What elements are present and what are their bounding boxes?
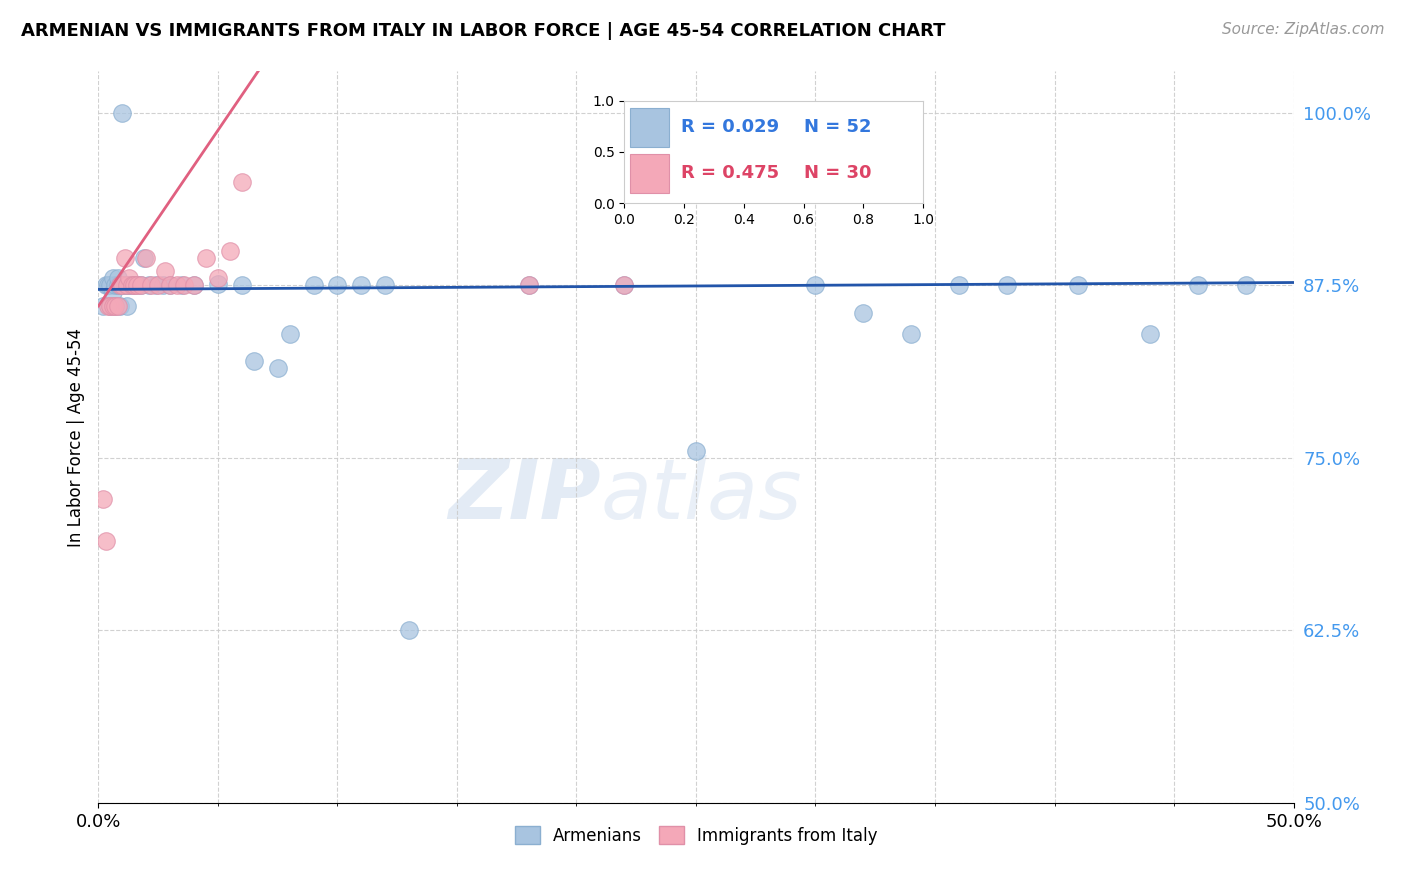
Point (118, 278, 141, 293)
Point (613, 278, 636, 293)
Point (111, 278, 134, 293)
Point (101, 299, 124, 313)
Point (900, 326, 922, 341)
Point (173, 278, 195, 293)
Point (219, 244, 242, 258)
Y-axis label: In Labor Force | Age 45-54: In Labor Force | Age 45-54 (66, 327, 84, 547)
Point (172, 278, 194, 293)
Point (1234, 278, 1257, 293)
Point (111, 105, 134, 120)
Point (98, 299, 122, 313)
Point (124, 278, 146, 293)
Point (159, 278, 181, 293)
Point (118, 271, 141, 285)
Point (108, 278, 131, 293)
Point (326, 278, 349, 293)
Point (183, 278, 205, 293)
Point (159, 278, 181, 293)
Point (1067, 278, 1090, 293)
Point (148, 278, 170, 293)
Point (517, 278, 540, 293)
Point (138, 278, 160, 293)
Point (155, 264, 177, 278)
Text: ZIP: ZIP (447, 455, 600, 536)
Point (91, 299, 114, 313)
Point (125, 278, 148, 293)
Point (685, 443, 707, 458)
Point (139, 278, 162, 293)
Point (107, 278, 129, 293)
Point (948, 278, 970, 293)
Point (243, 354, 266, 368)
Point (97, 299, 120, 313)
Point (108, 299, 131, 313)
Point (104, 299, 127, 313)
Point (108, 278, 131, 293)
Point (114, 278, 136, 293)
Point (804, 278, 827, 293)
Point (121, 278, 143, 293)
Point (267, 361, 290, 376)
Point (302, 278, 325, 293)
Point (135, 251, 157, 265)
Point (132, 251, 155, 265)
Point (101, 271, 124, 285)
Point (97, 278, 120, 293)
Point (94, 533, 117, 548)
Text: Source: ZipAtlas.com: Source: ZipAtlas.com (1222, 22, 1385, 37)
Point (152, 278, 174, 293)
Point (613, 278, 636, 293)
Point (115, 278, 138, 293)
Point (517, 278, 540, 293)
Point (231, 175, 253, 189)
Legend: Armenians, Immigrants from Italy: Armenians, Immigrants from Italy (506, 818, 886, 853)
Point (114, 251, 136, 265)
Point (207, 277, 229, 291)
Text: atlas: atlas (600, 455, 801, 536)
Point (125, 278, 148, 293)
Point (231, 278, 253, 293)
Point (94, 278, 117, 293)
Point (1139, 326, 1161, 341)
Point (98, 299, 122, 313)
Point (104, 278, 127, 293)
Point (104, 299, 127, 313)
Point (91, 492, 114, 507)
Point (101, 285, 124, 300)
Point (183, 278, 205, 293)
Point (145, 278, 167, 293)
Point (995, 278, 1018, 293)
Point (107, 271, 129, 285)
Point (398, 624, 420, 638)
Point (207, 271, 229, 285)
Point (166, 278, 188, 293)
Point (131, 278, 153, 293)
Point (98, 278, 122, 293)
Point (107, 299, 129, 313)
Point (1187, 278, 1209, 293)
Point (115, 278, 138, 293)
Point (124, 278, 146, 293)
Point (195, 251, 218, 265)
Point (852, 306, 875, 320)
Point (131, 278, 153, 293)
Text: ARMENIAN VS IMMIGRANTS FROM ITALY IN LABOR FORCE | AGE 45-54 CORRELATION CHART: ARMENIAN VS IMMIGRANTS FROM ITALY IN LAB… (21, 22, 946, 40)
Point (278, 326, 301, 341)
Point (111, 278, 134, 293)
Point (121, 278, 143, 293)
Point (115, 299, 138, 313)
Point (350, 278, 373, 293)
Point (374, 278, 396, 293)
